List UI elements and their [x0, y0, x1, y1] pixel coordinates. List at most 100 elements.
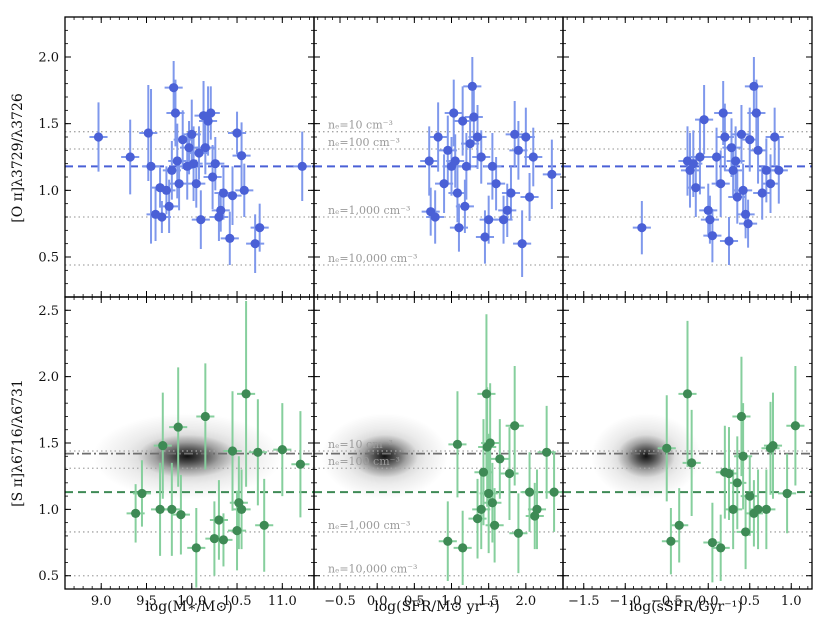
density-guide-label: nₑ=100 cm⁻³ — [328, 136, 400, 149]
data-point — [490, 520, 500, 530]
data-point — [131, 508, 141, 518]
data-point — [227, 446, 238, 456]
data-point — [214, 515, 224, 525]
data-point — [732, 192, 742, 202]
data-point — [209, 533, 219, 544]
x-tick-label: 1.0 — [781, 594, 802, 609]
data-point — [782, 488, 792, 499]
data-point — [424, 156, 434, 166]
x-tick-label: 0.5 — [404, 594, 425, 609]
x-tick-label: 0.5 — [739, 594, 760, 609]
data-point — [768, 441, 778, 451]
data-point — [745, 135, 755, 145]
data-point — [731, 156, 741, 166]
density-guide-label: nₑ=10,000 cm⁻³ — [328, 563, 417, 576]
background-density-core — [137, 434, 238, 478]
data-point — [637, 223, 647, 233]
data-point — [157, 212, 167, 222]
y-tick-label: 1.5 — [38, 437, 59, 452]
data-point — [491, 179, 501, 189]
data-point — [216, 205, 226, 215]
data-point — [510, 421, 520, 431]
data-point — [167, 504, 177, 514]
data-point — [210, 159, 220, 169]
data-point — [143, 128, 153, 138]
data-point — [498, 215, 509, 225]
panel-sii-ssfr: −1.5 −1.0 −0.5 0.0 0.5 1.0 — [562, 296, 813, 609]
data-point — [732, 478, 742, 488]
data-point — [236, 151, 247, 161]
data-point — [297, 161, 307, 171]
panel-plot-area — [563, 320, 812, 583]
data-point — [532, 504, 542, 514]
data-point — [513, 528, 524, 538]
data-point — [761, 504, 771, 514]
panel-plot-area — [563, 57, 812, 266]
y-axis-label-bottom: [S ɪɪ]λ6716/λ6731 — [10, 379, 26, 507]
data-point — [743, 219, 753, 229]
data-point — [173, 422, 183, 432]
density-guide-label: nₑ=1,000 cm⁻³ — [328, 519, 410, 532]
x-tick-label: −0.5 — [651, 594, 683, 609]
data-point — [161, 185, 172, 195]
data-point — [458, 116, 468, 126]
data-point — [449, 108, 459, 118]
data-point — [547, 169, 557, 179]
x-tick-label: 9.0 — [91, 594, 112, 609]
data-point — [480, 232, 490, 242]
data-point — [542, 447, 552, 457]
data-point — [277, 445, 287, 455]
y-tick-label: 0.5 — [38, 569, 59, 584]
density-guide-label: nₑ=10 cm⁻³ — [328, 438, 393, 451]
x-tick-label: −1.5 — [568, 594, 600, 609]
data-point — [170, 108, 181, 118]
x-axis-label-sfr: log(SFR/M⊙ yr⁻¹) — [374, 599, 499, 615]
data-point — [472, 132, 483, 142]
density-guide-label: nₑ=10,000 cm⁻³ — [328, 252, 417, 265]
data-point — [724, 236, 734, 246]
data-point — [137, 488, 147, 499]
data-point — [726, 143, 737, 153]
data-point — [521, 132, 531, 142]
x-tick-label: 10.0 — [177, 594, 206, 609]
data-point — [194, 148, 204, 158]
data-point — [206, 108, 216, 118]
data-point — [745, 491, 755, 501]
panel-sii-sfr: nₑ=10 cm⁻³ nₑ=100 cm⁻³ nₑ=1,000 cm⁻³ nₑ=10,… — [313, 296, 564, 609]
data-point — [146, 161, 156, 171]
data-point — [454, 223, 464, 233]
data-point — [236, 504, 247, 514]
data-point — [172, 156, 182, 166]
data-point — [720, 132, 730, 142]
data-point — [155, 504, 165, 514]
data-point — [770, 132, 780, 142]
x-tick-label: −1.0 — [609, 594, 641, 609]
data-point — [703, 205, 713, 215]
data-point — [487, 161, 497, 171]
data-point — [716, 543, 726, 553]
data-point — [517, 239, 527, 249]
panel-oii-ssfr — [562, 16, 813, 298]
data-point — [125, 152, 135, 162]
data-point — [158, 441, 168, 451]
data-point — [478, 467, 489, 477]
density-guide-label: nₑ=100 cm⁻³ — [328, 455, 400, 468]
data-point — [749, 81, 759, 91]
x-tick-label: 11.0 — [268, 594, 297, 609]
x-tick-label: −0.5 — [324, 594, 356, 609]
data-point — [481, 389, 492, 399]
data-point — [728, 504, 738, 514]
data-point — [485, 438, 495, 448]
data-point — [687, 458, 697, 468]
data-point — [728, 165, 738, 175]
data-point — [691, 183, 701, 193]
data-point — [430, 212, 440, 222]
data-point — [751, 108, 761, 118]
data-point — [188, 159, 199, 169]
data-point — [707, 231, 718, 241]
data-point — [184, 143, 194, 153]
background-density-core — [616, 434, 676, 478]
x-tick-label: 1.0 — [441, 594, 462, 609]
data-point — [178, 135, 188, 145]
